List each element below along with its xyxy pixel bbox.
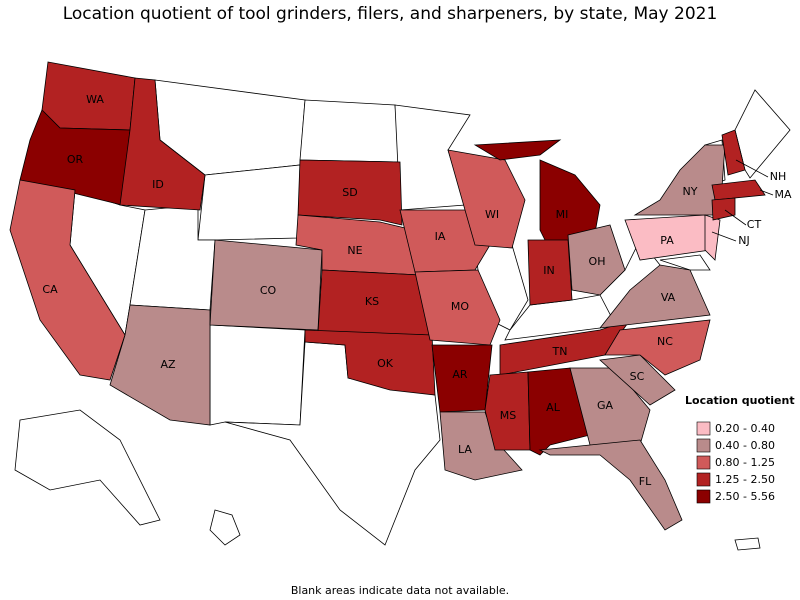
state xyxy=(633,144,726,216)
legend-label: 1.25 - 2.50 xyxy=(715,473,775,486)
state-label: FL xyxy=(639,475,652,488)
title: Location quotient of tool grinders, file… xyxy=(63,4,718,24)
states: WA OR CA ID AZ CO SD NE KS OK IA MO AR LA WI MI IN OH TN MS… xyxy=(9,61,792,531)
state-label: MI xyxy=(556,208,569,221)
blank-state xyxy=(659,254,711,271)
state-label: SC xyxy=(630,370,645,383)
state-label: WA xyxy=(86,93,104,106)
state-label: NY xyxy=(683,185,698,198)
legend-swatch xyxy=(696,421,711,436)
state xyxy=(109,304,211,426)
state-label: OR xyxy=(67,153,84,166)
state-label: VA xyxy=(661,291,676,304)
state-label: LA xyxy=(458,443,472,456)
leader-line xyxy=(711,231,737,242)
legend-label: 0.80 - 1.25 xyxy=(715,456,775,469)
state xyxy=(604,319,711,376)
state-label: PA xyxy=(660,234,674,247)
state-label: IA xyxy=(435,230,446,243)
blank-state xyxy=(734,537,761,551)
state-label: SD xyxy=(342,186,357,199)
state-label: CA xyxy=(42,283,58,296)
state xyxy=(447,149,526,249)
state-label: OK xyxy=(377,357,394,370)
legend-label: 0.20 - 0.40 xyxy=(715,422,775,435)
state-label: NE xyxy=(347,244,362,257)
state xyxy=(538,439,683,531)
state-label: AZ xyxy=(160,358,176,371)
legend-swatch xyxy=(696,438,711,453)
state-label: MS xyxy=(500,409,516,422)
state-label: CO xyxy=(260,284,277,297)
state-label: GA xyxy=(597,399,614,412)
state xyxy=(399,209,491,273)
blank-state xyxy=(209,324,306,426)
legend-title: Location quotient xyxy=(685,394,795,407)
state-label: NJ xyxy=(738,234,749,247)
state xyxy=(711,179,766,201)
state-label: NC xyxy=(657,335,673,348)
state xyxy=(484,371,531,451)
blank-state xyxy=(14,409,161,526)
state xyxy=(414,269,501,346)
blank-state xyxy=(209,509,241,546)
legend-label: 2.50 - 5.56 xyxy=(715,490,775,503)
legend-swatch xyxy=(696,489,711,504)
state xyxy=(721,129,746,176)
state xyxy=(119,77,206,211)
state-label: TN xyxy=(552,345,568,358)
state xyxy=(297,159,403,226)
state xyxy=(9,179,126,381)
state-label: ID xyxy=(152,178,164,191)
legend-label: 0.40 - 0.80 xyxy=(715,439,775,452)
state-label: WI xyxy=(485,208,499,221)
state-label: CT xyxy=(747,218,762,231)
blank-state xyxy=(197,164,301,241)
blank-state xyxy=(299,99,401,163)
state xyxy=(527,239,573,306)
legend: Location quotient 0.20 - 0.40 0.40 - 0.80… xyxy=(685,394,795,504)
state-label: KS xyxy=(365,295,379,308)
state-label: MO xyxy=(451,300,469,313)
state-label: OH xyxy=(589,255,606,268)
state xyxy=(704,214,721,261)
leader-line xyxy=(735,159,769,178)
legend-swatch xyxy=(696,472,711,487)
state xyxy=(599,264,711,329)
state-label: AR xyxy=(452,368,468,381)
state-label: IN xyxy=(543,264,554,277)
state xyxy=(711,197,736,221)
state xyxy=(439,411,523,481)
state xyxy=(599,354,676,406)
legend-swatch xyxy=(696,455,711,470)
leader-line xyxy=(759,189,774,196)
state-label: AL xyxy=(546,401,561,414)
state-label: MA xyxy=(774,188,791,201)
leader-line xyxy=(724,209,747,226)
state xyxy=(567,224,626,296)
state xyxy=(473,139,562,161)
state-label: NH xyxy=(770,170,787,183)
footnote: Blank areas indicate data not available. xyxy=(291,584,509,597)
